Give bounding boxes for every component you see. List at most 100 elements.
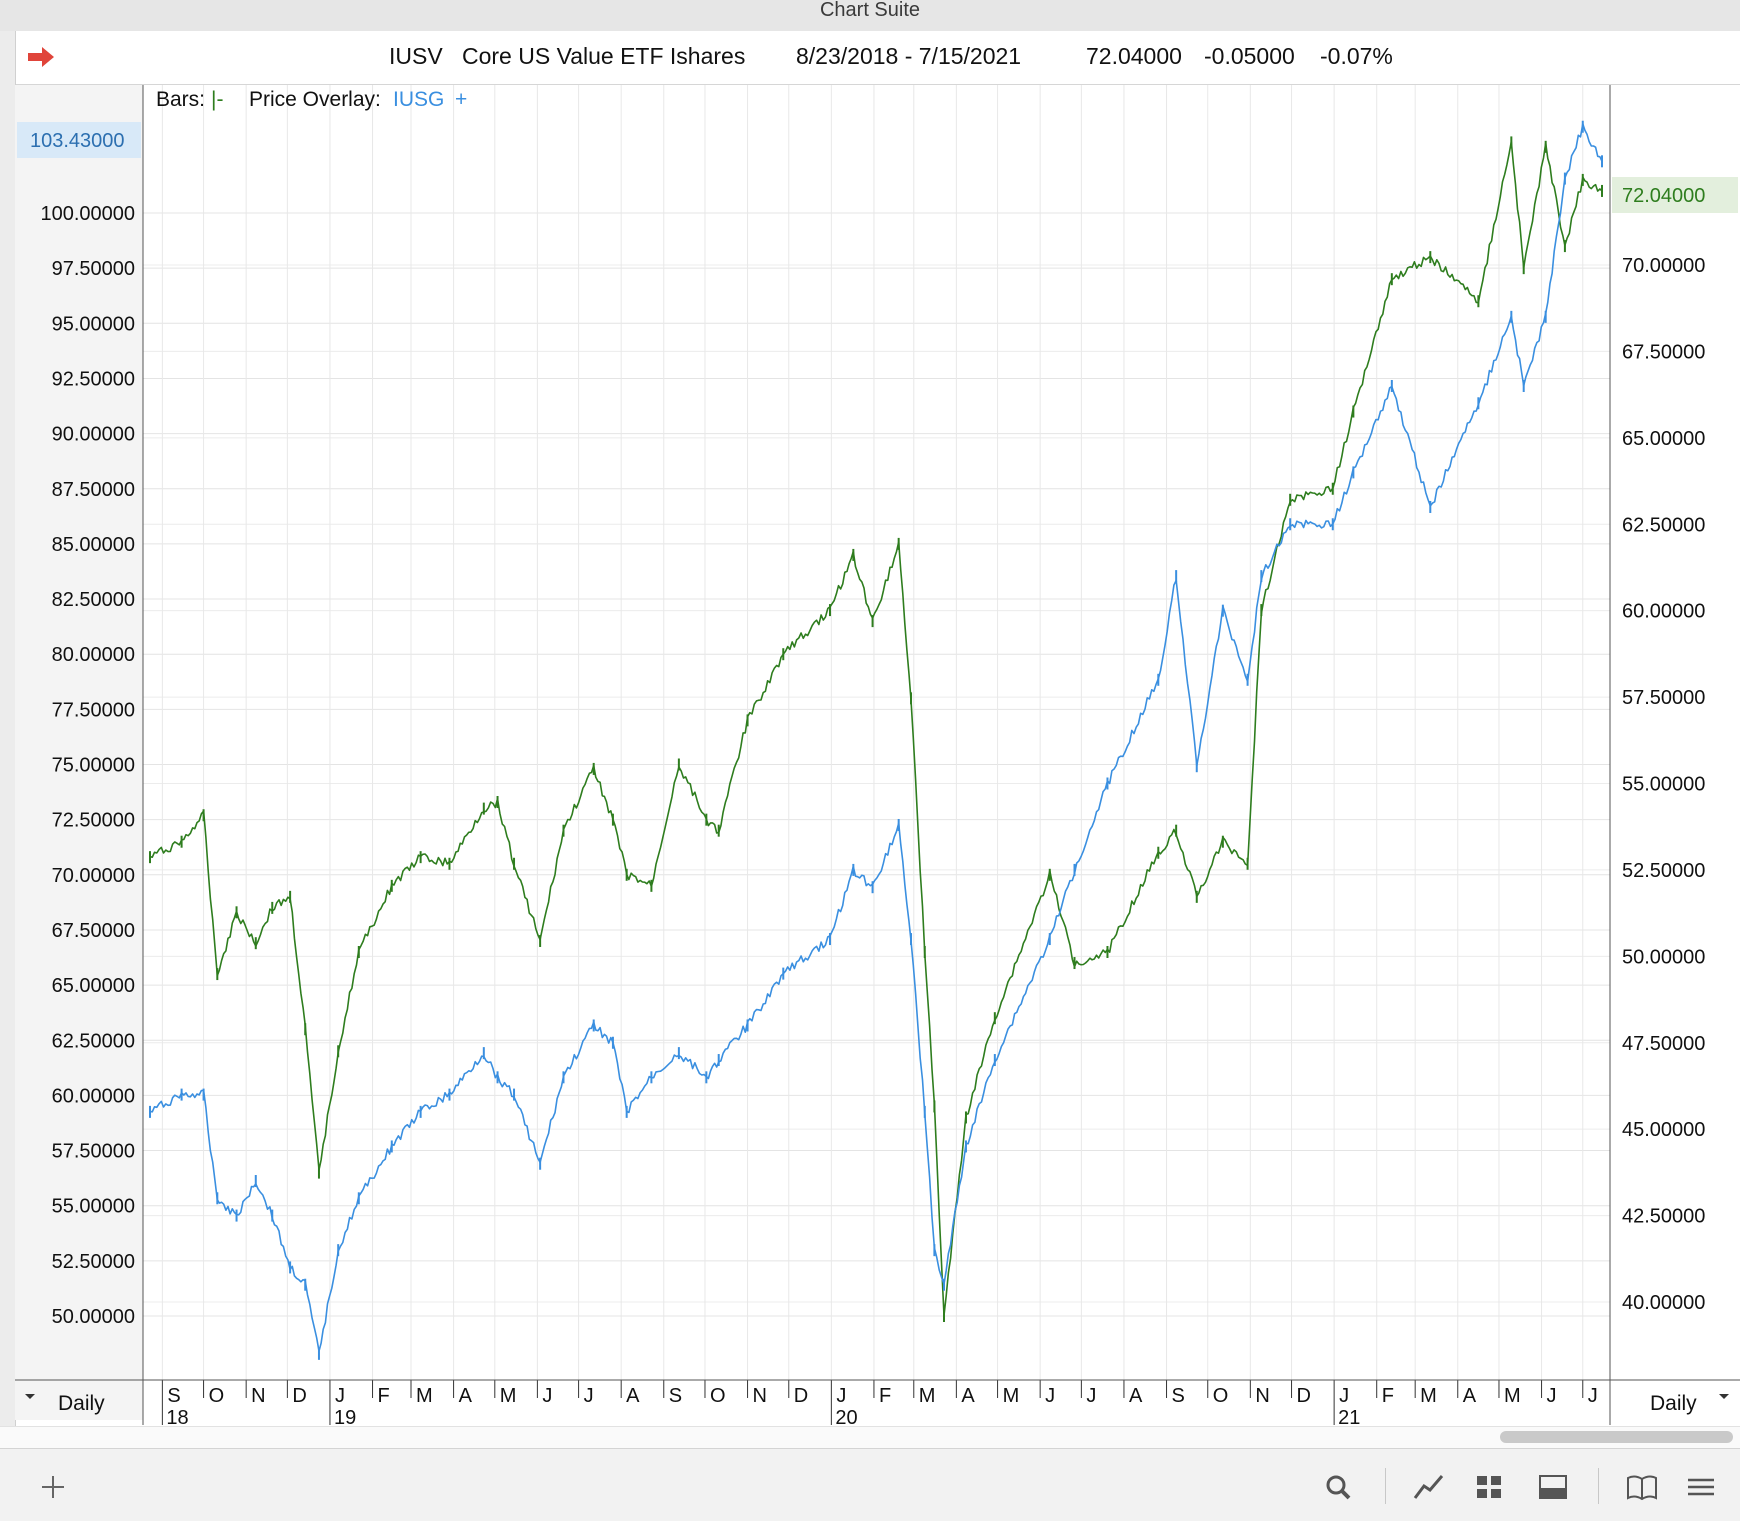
month-label: J	[1588, 1385, 1598, 1407]
right-tick-label: 70.00000	[1622, 255, 1705, 277]
month-label: A	[961, 1385, 975, 1407]
right-tick-label: 47.50000	[1622, 1033, 1705, 1055]
month-label: F	[378, 1385, 390, 1407]
left-tick-label: 75.00000	[52, 755, 135, 777]
month-label: M	[416, 1385, 433, 1407]
legend-overlay-label: Price Overlay:	[249, 88, 381, 111]
month-label: J	[1547, 1385, 1557, 1407]
month-label: N	[251, 1385, 265, 1407]
month-label: J	[542, 1385, 552, 1407]
panel-icon[interactable]	[1536, 1472, 1570, 1502]
period-dropdown-right-icon[interactable]	[1718, 1392, 1730, 1402]
month-label: M	[1003, 1385, 1020, 1407]
iusv-series	[149, 136, 1603, 1322]
month-label: J	[335, 1385, 345, 1407]
left-tick-label: 70.00000	[52, 865, 135, 887]
month-label: N	[753, 1385, 767, 1407]
left-tick-label: 57.50000	[52, 1141, 135, 1163]
right-axis-panel	[1610, 85, 1740, 1420]
right-tick-label: 42.50000	[1622, 1206, 1705, 1228]
right-tick-label: 67.50000	[1622, 341, 1705, 363]
toolbar-separator	[1385, 1468, 1386, 1504]
menu-icon[interactable]	[1684, 1472, 1718, 1502]
right-tick-label: 55.00000	[1622, 774, 1705, 796]
header-date-range: 8/23/2018 - 7/15/2021	[796, 43, 1022, 69]
line-chart-icon[interactable]	[1412, 1472, 1446, 1502]
month-label: S	[167, 1385, 180, 1407]
year-label: 20	[835, 1407, 857, 1429]
month-label: O	[710, 1385, 726, 1407]
month-label: M	[919, 1385, 936, 1407]
left-tick-label: 87.50000	[52, 479, 135, 501]
month-label: J	[584, 1385, 594, 1407]
header-symbol: IUSV	[389, 43, 443, 69]
grid-icon[interactable]	[1472, 1472, 1506, 1502]
month-label: A	[459, 1385, 473, 1407]
plus-icon[interactable]	[36, 1472, 70, 1502]
left-tick-label: 62.50000	[52, 1030, 135, 1052]
left-tick-label: 67.50000	[52, 920, 135, 942]
month-label: J	[1339, 1385, 1349, 1407]
book-icon[interactable]	[1625, 1472, 1659, 1502]
period-dropdown-left-icon[interactable]	[24, 1392, 36, 1402]
month-label: F	[879, 1385, 891, 1407]
legend-overlay-marker: +	[455, 88, 467, 111]
month-label: J	[836, 1385, 846, 1407]
chart-header: IUSV Core US Value ETF Ishares 8/23/2018…	[16, 31, 1740, 85]
window-title: Chart Suite	[819, 0, 921, 21]
year-label: 19	[334, 1407, 356, 1429]
left-tick-label: 92.50000	[52, 368, 135, 390]
right-tick-label: 65.00000	[1622, 428, 1705, 450]
month-label: S	[669, 1385, 682, 1407]
grid-lines	[143, 85, 1610, 1380]
month-label: J	[1086, 1385, 1096, 1407]
year-label: 18	[166, 1407, 188, 1429]
left-tick-label: 52.50000	[52, 1251, 135, 1273]
period-selector-right[interactable]: Daily	[1650, 1392, 1697, 1415]
period-selector-left[interactable]: Daily	[58, 1392, 105, 1415]
left-highlight-value: 103.43000	[30, 130, 125, 152]
month-label: O	[209, 1385, 225, 1407]
month-label: J	[1045, 1385, 1055, 1407]
price-chart[interactable]: 100.00000 97.50000 95.00000 92.50000 90.0000…	[0, 0, 1740, 1440]
left-tick-label: 97.50000	[52, 258, 135, 280]
horizontal-scrollbar[interactable]	[1500, 1431, 1733, 1443]
iusg-series	[149, 120, 1603, 1360]
right-axis-ticks: 70.00000 67.50000 65.00000 62.50000 60.00000…	[1622, 255, 1705, 1314]
month-label: O	[1213, 1385, 1229, 1407]
header-name: Core US Value ETF Ishares	[462, 43, 746, 69]
month-label: F	[1382, 1385, 1394, 1407]
header-change: -0.05000	[1204, 43, 1295, 69]
month-label: A	[1463, 1385, 1477, 1407]
left-tick-label: 65.00000	[52, 975, 135, 997]
left-tick-label: 82.50000	[52, 589, 135, 611]
left-axis-ticks: 100.00000 97.50000 95.00000 92.50000 90.0000…	[40, 203, 135, 1328]
right-tick-label: 62.50000	[1622, 514, 1705, 536]
month-label: M	[1504, 1385, 1521, 1407]
legend-bars-label: Bars:	[156, 88, 205, 111]
right-tick-label: 45.00000	[1622, 1119, 1705, 1141]
right-tick-label: 60.00000	[1622, 601, 1705, 623]
left-tick-label: 100.00000	[40, 203, 135, 225]
left-tick-label: 77.50000	[52, 699, 135, 721]
year-label: 21	[1338, 1407, 1360, 1429]
search-icon[interactable]	[1322, 1472, 1356, 1502]
left-tick-label: 95.00000	[52, 313, 135, 335]
right-tick-label: 57.50000	[1622, 687, 1705, 709]
right-tick-label: 52.50000	[1622, 860, 1705, 882]
left-tick-label: 85.00000	[52, 534, 135, 556]
left-tick-label: 60.00000	[52, 1085, 135, 1107]
month-label: M	[500, 1385, 517, 1407]
left-axis-panel	[15, 85, 143, 1420]
right-tick-label: 40.00000	[1622, 1292, 1705, 1314]
month-label: N	[1255, 1385, 1269, 1407]
header-change-pct: -0.07%	[1320, 43, 1393, 69]
right-highlight-label: 72.04000	[1612, 177, 1738, 213]
legend-bars-symbol: |-	[211, 88, 223, 111]
left-tick-label: 90.00000	[52, 424, 135, 446]
forward-arrow-icon[interactable]	[26, 44, 56, 70]
legend-overlay-symbol[interactable]: IUSG	[393, 88, 444, 111]
left-tick-label: 80.00000	[52, 644, 135, 666]
month-label: M	[1420, 1385, 1437, 1407]
